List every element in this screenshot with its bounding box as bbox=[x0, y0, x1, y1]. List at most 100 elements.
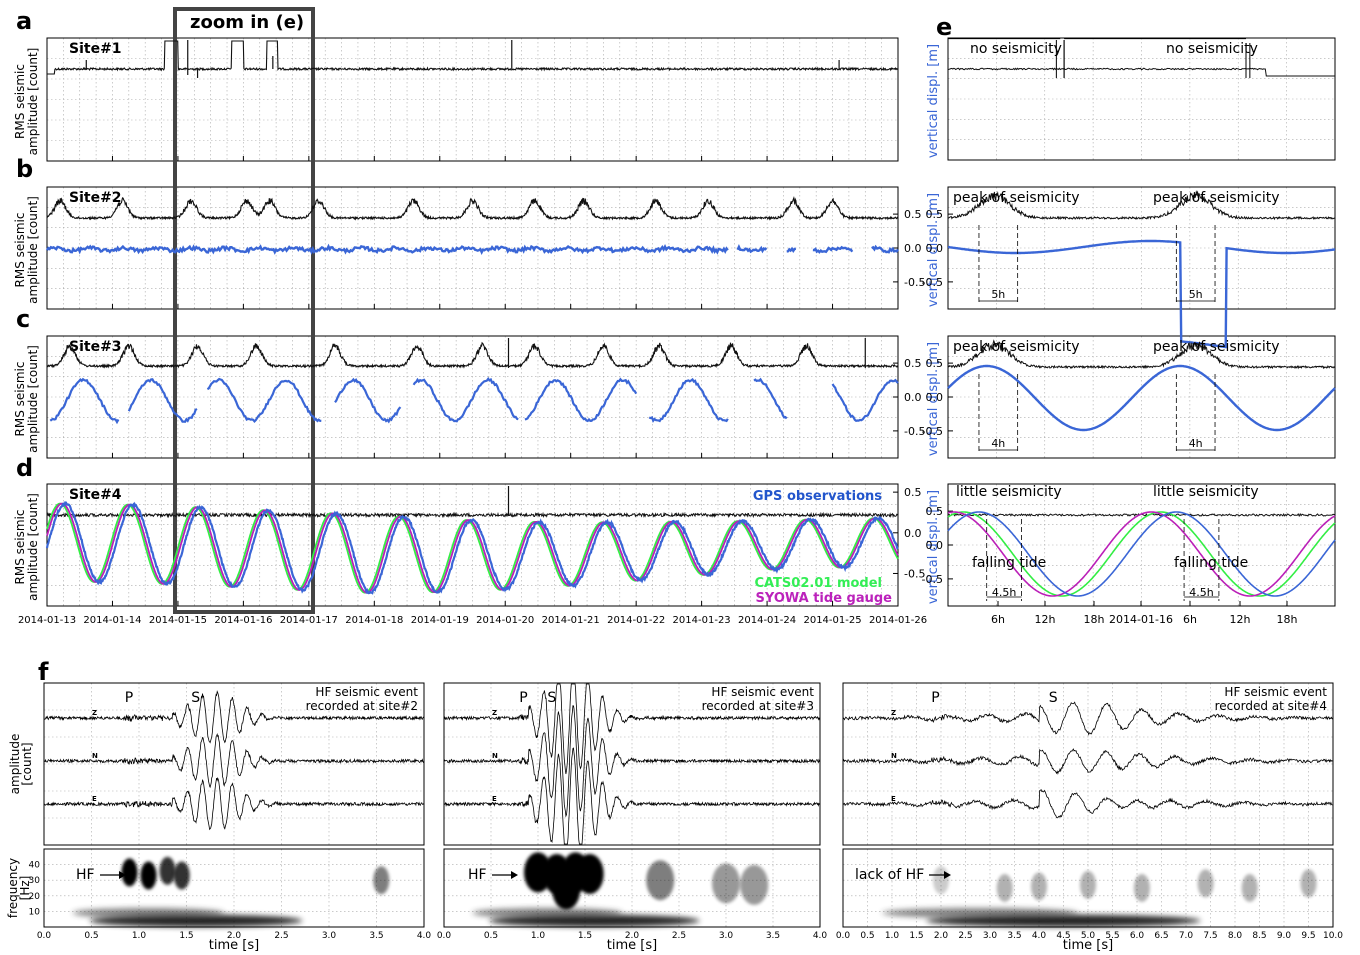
y-axis-label-right: vertical displ. [m] bbox=[926, 342, 941, 456]
legend-gauge: SYOWA tide gauge bbox=[756, 591, 893, 606]
site-label: Site#4 bbox=[69, 487, 122, 503]
x-tick-label-time: 1.5 bbox=[909, 931, 923, 941]
y-axis-label-line1: RMS seismic bbox=[13, 362, 27, 437]
y-tick-label-right: -0.5 bbox=[904, 567, 925, 580]
spectrogram-hf-blob bbox=[373, 866, 390, 895]
x-tick-label-date: 2014-01-22 bbox=[607, 615, 665, 626]
y-tick-label-left: -0.5 bbox=[922, 425, 943, 438]
gps-trace-site3 bbox=[206, 377, 322, 424]
x-axis-label-time: time [s] bbox=[209, 938, 259, 953]
duration-label: 4h bbox=[991, 437, 1005, 450]
x-tick-label-time: 1.5 bbox=[179, 931, 193, 941]
x-tick-label-date: 2014-01-25 bbox=[803, 615, 861, 626]
component-label: E bbox=[92, 795, 97, 803]
x-tick-label-date: 2014-01-13 bbox=[18, 615, 76, 626]
gps-trace-site3 bbox=[831, 378, 899, 422]
y-axis-label-line2: amplitude [count] bbox=[26, 493, 40, 601]
grid-e-row-0 bbox=[948, 38, 1335, 160]
component-label: Z bbox=[92, 709, 97, 717]
axes-frame-row-0 bbox=[46, 37, 899, 162]
y-axis-label-amplitude-line1: amplitude bbox=[8, 734, 22, 795]
y-tick-label-frequency: 40 bbox=[29, 861, 41, 871]
hf-arrowhead bbox=[511, 871, 518, 879]
event-title-line1: HF seismic event bbox=[711, 685, 814, 699]
y-axis-label-right: vertical displ. [m] bbox=[926, 193, 941, 307]
x-tick-label-e: 6h bbox=[1183, 613, 1197, 626]
hf-arrowhead bbox=[119, 871, 126, 879]
y-axis-label-line1: RMS seismic bbox=[13, 213, 27, 288]
gps-trace-site2 bbox=[871, 244, 899, 254]
waveform-Z bbox=[443, 683, 821, 775]
waveform-N bbox=[443, 705, 821, 818]
x-axis-label-time: time [s] bbox=[607, 938, 657, 953]
x-tick-label-time: 0.5 bbox=[484, 931, 498, 941]
event-title-line2: recorded at site#2 bbox=[306, 699, 418, 713]
spectrogram-2 bbox=[882, 866, 1317, 927]
x-tick-label-e: 18h bbox=[1277, 613, 1298, 626]
x-tick-label-time: 6.5 bbox=[1154, 931, 1168, 941]
spectrogram-hf-blob bbox=[1133, 874, 1150, 902]
x-tick-label-time: 8.0 bbox=[1228, 931, 1243, 941]
x-tick-label-time: 0.0 bbox=[437, 931, 452, 941]
x-tick-label-date: 2014-01-23 bbox=[673, 615, 731, 626]
waveform-E bbox=[443, 747, 821, 845]
spectrogram-hf-blob bbox=[173, 861, 190, 890]
duration-label: 5h bbox=[1189, 288, 1203, 301]
gps-trace-site2 bbox=[786, 246, 796, 253]
x-tick-label-time: 1.0 bbox=[531, 931, 546, 941]
x-tick-label-time: 0.0 bbox=[836, 931, 851, 941]
tide-curve-e bbox=[947, 511, 1336, 597]
spectrogram-hf-blob bbox=[140, 861, 157, 890]
x-tick-label-time: 5.0 bbox=[1081, 931, 1096, 941]
annotation-peak-seismicity: peak of seismicity bbox=[953, 339, 1080, 355]
spectrogram-hf-blob bbox=[1080, 870, 1096, 899]
seismic-trace-site2 bbox=[46, 195, 899, 221]
y-axis-label-line2: amplitude [count] bbox=[26, 196, 40, 304]
y-tick-label-right: 0.5 bbox=[904, 357, 922, 370]
gps-trace-site3 bbox=[49, 377, 120, 425]
x-tick-label-time: 3.0 bbox=[719, 931, 734, 941]
x-tick-label-time: 9.5 bbox=[1301, 931, 1315, 941]
gps-trace-site4 bbox=[45, 501, 899, 595]
x-tick-label-time: 2.0 bbox=[625, 931, 640, 941]
phase-label-P: P bbox=[519, 690, 527, 706]
seismic-trace-e1 bbox=[947, 67, 1335, 77]
axes-frame-f-wave-2 bbox=[842, 682, 1334, 846]
x-tick-label-time: 3.5 bbox=[369, 931, 383, 941]
axes-frame-f-wave-0 bbox=[43, 682, 425, 846]
spectrogram-hf-blob bbox=[121, 858, 138, 887]
component-label: E bbox=[492, 795, 497, 803]
tide-curve-e bbox=[947, 511, 1336, 597]
annotation-peak-seismicity: peak of seismicity bbox=[1153, 190, 1280, 206]
site-label: Site#2 bbox=[69, 190, 122, 206]
spectrogram-lf-energy bbox=[72, 907, 225, 918]
phase-label-P: P bbox=[931, 690, 939, 706]
waveform-N bbox=[43, 732, 425, 789]
waveform-E bbox=[43, 777, 425, 831]
axes-frame-f-spec-2 bbox=[842, 848, 1334, 928]
x-tick-label-time: 9.0 bbox=[1277, 931, 1292, 941]
gps-trace-site3 bbox=[648, 377, 729, 423]
y-tick-label-left: 0.0 bbox=[926, 539, 944, 552]
spectrogram-hf-blob bbox=[933, 866, 949, 895]
gps-trace-site3 bbox=[127, 378, 198, 423]
y-tick-label-left: -0.5 bbox=[922, 573, 943, 586]
component-label: Z bbox=[492, 709, 497, 717]
x-tick-label-time: 3.5 bbox=[1007, 931, 1021, 941]
x-tick-label-time: 2.5 bbox=[958, 931, 972, 941]
annotation-peak-seismicity: peak of seismicity bbox=[1153, 339, 1280, 355]
spectrogram-hf-blob bbox=[575, 853, 604, 894]
gps-trace-site2 bbox=[736, 244, 768, 254]
waveform-E bbox=[842, 788, 1334, 819]
y-axis-label-line2: amplitude [count] bbox=[26, 48, 40, 156]
annotation-peak-seismicity: peak of seismicity bbox=[953, 190, 1080, 206]
event-title-line2: recorded at site#3 bbox=[702, 699, 814, 713]
x-tick-label-time: 4.5 bbox=[1056, 931, 1070, 941]
gps-trace-site2 bbox=[812, 245, 854, 254]
x-tick-label-date: 2014-01-24 bbox=[738, 615, 796, 626]
spectrogram-hf-blob bbox=[1241, 874, 1258, 902]
spectrogram-hf-blob bbox=[1197, 869, 1214, 898]
x-tick-label-date: 2014-01-26 bbox=[869, 615, 927, 626]
component-label: N bbox=[891, 752, 897, 760]
y-tick-label-right: 0.5 bbox=[904, 486, 922, 499]
